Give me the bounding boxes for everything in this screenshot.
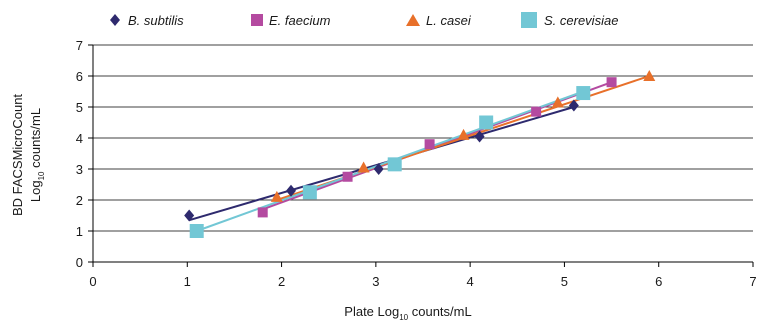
- x-tick-label-5: 5: [561, 274, 568, 289]
- point-series-3-3: [479, 115, 494, 130]
- legend: B. subtilis E. faecium L. casei S. cerev…: [110, 12, 618, 28]
- point-series-3-4: [576, 86, 591, 101]
- x-tick-label-2: 2: [278, 274, 285, 289]
- legend-label-s-cerevisiae: S. cerevisiae: [544, 13, 618, 28]
- point-series-0-3: [474, 130, 485, 143]
- legend-label-e-faecium: E. faecium: [269, 13, 331, 28]
- point-series-3-2: [387, 157, 402, 172]
- point-series-0-1: [286, 184, 296, 197]
- x-axis-title-suffix: counts/mL: [408, 304, 472, 319]
- x-tick-label-0: 0: [89, 274, 96, 289]
- legend-item-s-cerevisiae: S. cerevisiae: [521, 12, 618, 28]
- point-series-2-2: [457, 128, 470, 140]
- y-axis-title-line1-text: BD FACSMicroCount: [10, 94, 25, 216]
- plot-area: 0 1 2 3 4 5 6 7 0 1 2 3 4 5 6 7: [76, 38, 757, 289]
- point-series-2-0: [270, 190, 283, 202]
- x-tick-label-3: 3: [372, 274, 379, 289]
- legend-label-b-subtilis: B. subtilis: [128, 13, 184, 28]
- y-axis-title-units: counts/mL: [28, 108, 43, 172]
- legend-item-l-casei: L. casei: [406, 13, 472, 28]
- point-series-0-4: [568, 99, 579, 112]
- x-axis-title: Plate Log10 counts/mL: [344, 304, 471, 322]
- point-series-1-2: [424, 139, 435, 150]
- point-series-2-4: [643, 70, 656, 81]
- y-tick-label-0: 0: [76, 255, 83, 270]
- x-tick-label-6: 6: [655, 274, 662, 289]
- y-axis-title-line2: Log10 counts/mL: [28, 108, 46, 202]
- legend-item-e-faecium: E. faecium: [251, 13, 331, 28]
- legend-item-b-subtilis: B. subtilis: [110, 13, 184, 28]
- point-series-1-1: [342, 171, 353, 182]
- y-tick-label-6: 6: [76, 69, 83, 84]
- x-axis-title-sub: 10: [399, 313, 408, 322]
- legend-marker-b-subtilis: [110, 14, 120, 26]
- point-series-1-4: [606, 77, 617, 88]
- y-tick-label-1: 1: [76, 224, 83, 239]
- point-series-0-2: [373, 163, 384, 175]
- point-series-2-1: [357, 161, 370, 173]
- point-series-3-0: [189, 224, 204, 238]
- point-series-1-3: [531, 106, 542, 117]
- point-series-0-0: [184, 209, 195, 222]
- y-tick-label-4: 4: [76, 131, 83, 146]
- y-tick-label-5: 5: [76, 100, 83, 115]
- y-tick-label-3: 3: [76, 162, 83, 177]
- legend-marker-s-cerevisiae: [521, 12, 537, 28]
- y-axis-title-sub: 10: [37, 171, 46, 180]
- y-axis-title-line1: BD FACSMicroCount: [10, 94, 25, 216]
- point-series-2-3: [551, 96, 564, 108]
- legend-marker-e-faecium: [251, 14, 263, 26]
- x-tick-label-7: 7: [749, 274, 756, 289]
- y-tick-label-2: 2: [76, 193, 83, 208]
- legend-marker-l-casei: [406, 14, 420, 26]
- y-tick-label-7: 7: [76, 38, 83, 53]
- point-series-3-1: [302, 185, 317, 200]
- x-tick-label-1: 1: [184, 274, 191, 289]
- legend-label-l-casei: L. casei: [426, 13, 472, 28]
- x-tick-label-4: 4: [467, 274, 474, 289]
- point-series-1-0: [257, 207, 268, 218]
- x-axis-title-prefix: Plate Log: [344, 304, 399, 319]
- y-axis-title-log: Log: [28, 180, 43, 202]
